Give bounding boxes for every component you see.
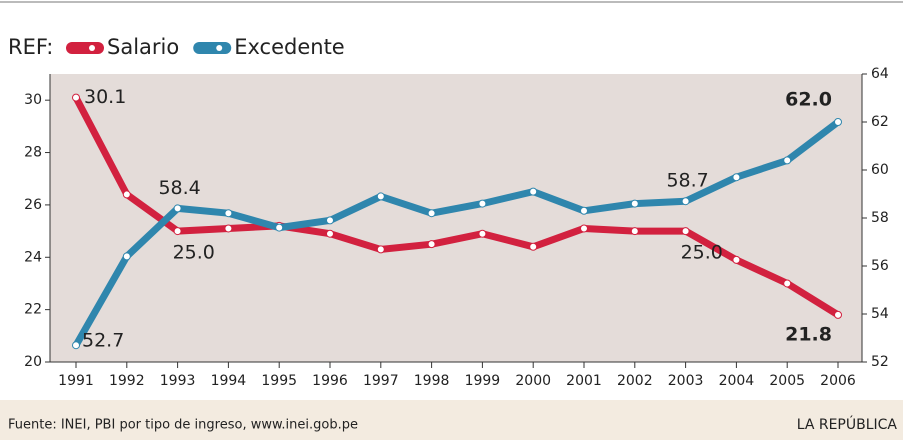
y2-tick-label: 62 xyxy=(871,114,889,130)
series-point xyxy=(529,187,538,196)
series-point xyxy=(630,199,639,208)
series-point xyxy=(478,229,487,238)
x-tick-label: 1995 xyxy=(261,373,297,389)
series-point xyxy=(427,209,436,218)
source: Fuente: INEI, PBI por tipo de ingreso, w… xyxy=(8,418,358,433)
series-point xyxy=(427,240,436,249)
series-point xyxy=(173,204,182,213)
series-point xyxy=(834,118,842,126)
series-point xyxy=(732,173,741,182)
data-label: 62.0 xyxy=(785,89,832,111)
data-label: 30.1 xyxy=(84,86,126,108)
y2-tick-label: 52 xyxy=(871,354,889,370)
series-point xyxy=(122,190,131,199)
series-point xyxy=(681,227,690,236)
data-label: 58.4 xyxy=(158,177,200,199)
series-point xyxy=(275,223,284,232)
y2-tick-label: 58 xyxy=(871,210,889,226)
x-tick-label: 1994 xyxy=(211,373,247,389)
y-tick-label: 22 xyxy=(24,302,42,318)
series-line xyxy=(72,119,841,347)
x-tick-label: 1993 xyxy=(160,373,196,389)
y-tick-label: 28 xyxy=(24,145,42,161)
series-point xyxy=(529,242,538,251)
legend-label: Salario xyxy=(107,35,179,59)
data-label: 58.7 xyxy=(666,170,708,192)
data-label: 21.8 xyxy=(785,323,832,345)
y-tick-label: 24 xyxy=(24,249,42,265)
x-tick-label: 1997 xyxy=(363,373,399,389)
series-point xyxy=(630,227,639,236)
y2-tick-label: 64 xyxy=(871,66,889,82)
x-tick-label: 2005 xyxy=(769,373,805,389)
x-tick-label: 1999 xyxy=(465,373,501,389)
x-tick-label: 1998 xyxy=(414,373,450,389)
x-tick-label: 1992 xyxy=(109,373,145,389)
y-tick-label: 30 xyxy=(24,92,42,108)
series-point xyxy=(376,192,385,201)
x-tick-label: 2001 xyxy=(566,373,602,389)
y2-tick-label: 60 xyxy=(871,162,889,178)
series-point xyxy=(72,341,80,350)
series-point xyxy=(376,245,385,254)
series-point xyxy=(732,255,741,264)
legend-label: Excedente xyxy=(234,35,345,59)
x-tick-label: 2002 xyxy=(617,373,653,389)
legend-title: REF: xyxy=(8,35,53,59)
x-tick-label: 1996 xyxy=(312,373,348,389)
series-point xyxy=(580,206,588,215)
legend-dot xyxy=(89,45,95,51)
legend-swatch xyxy=(66,42,104,54)
y2-tick-label: 56 xyxy=(871,258,889,274)
legend-swatch xyxy=(193,42,232,54)
plot-area xyxy=(50,74,862,362)
series-point xyxy=(122,252,131,261)
series-point xyxy=(783,156,792,165)
series-point xyxy=(173,227,182,236)
series-point xyxy=(224,209,233,218)
data-label: 25.0 xyxy=(681,242,723,264)
x-tick-label: 2000 xyxy=(515,373,551,389)
data-label: 52.7 xyxy=(82,330,124,352)
series-point xyxy=(834,310,842,319)
footer-band xyxy=(0,400,903,440)
series-point xyxy=(72,93,80,102)
series-point xyxy=(478,199,487,208)
legend-dot xyxy=(216,45,223,51)
y-tick-label: 26 xyxy=(24,197,42,213)
x-tick-label: 1991 xyxy=(58,373,94,389)
y-tick-label: 20 xyxy=(24,354,42,370)
publisher: LA REPÚBLICA xyxy=(797,415,898,433)
series-point xyxy=(326,216,334,225)
series-point xyxy=(783,279,792,288)
x-tick-label: 2004 xyxy=(719,373,755,389)
data-label: 25.0 xyxy=(173,242,215,264)
series-line xyxy=(72,95,840,318)
x-tick-label: 2006 xyxy=(820,373,856,389)
series-point xyxy=(681,197,690,206)
series-point xyxy=(224,224,233,233)
y2-tick-label: 54 xyxy=(871,306,889,322)
series-point xyxy=(580,224,588,233)
x-tick-label: 2003 xyxy=(668,373,704,389)
series-point xyxy=(326,229,334,238)
